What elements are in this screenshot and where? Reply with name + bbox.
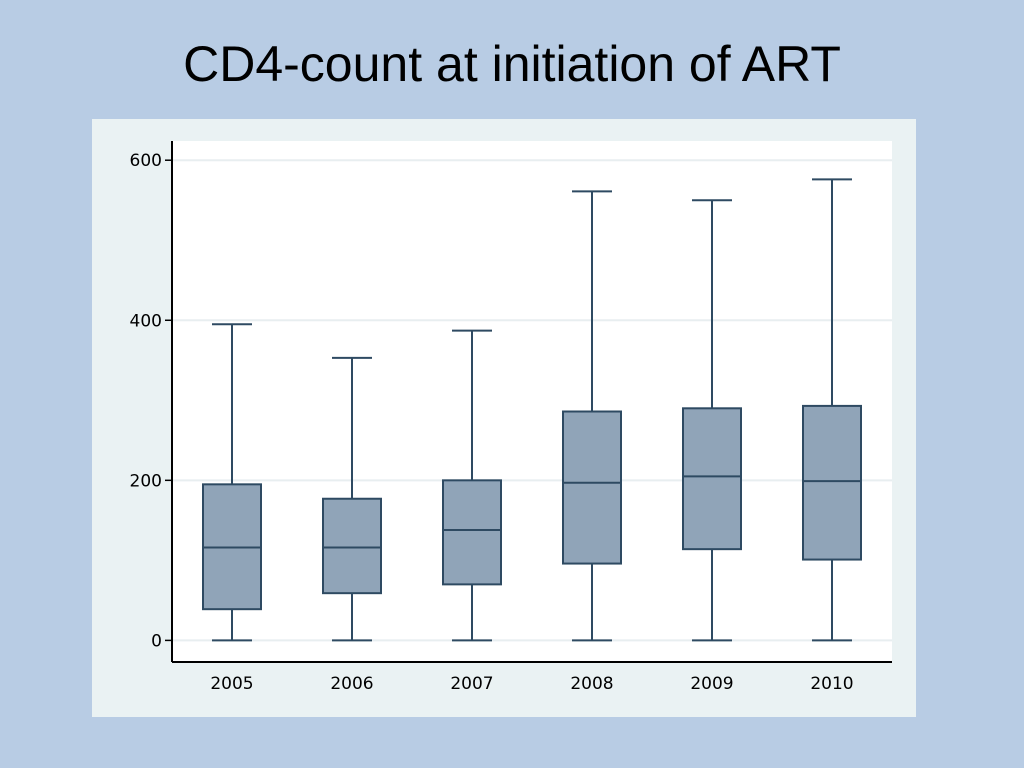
box-2010 (802, 178, 862, 642)
box-2006 (322, 356, 382, 642)
box-2009 (682, 199, 742, 642)
x-tick-label: 2010 (810, 674, 853, 694)
box-2005 (202, 323, 262, 642)
x-tick-label: 2007 (450, 674, 493, 694)
box-plot-chart: 0 200 400 600 2005 2006 2007 2008 2009 2010 (130, 141, 892, 694)
iqr-box (682, 407, 742, 551)
plot-area (172, 141, 892, 662)
box-2008 (562, 190, 622, 642)
box-2007 (442, 329, 502, 642)
x-tick-label: 2008 (570, 674, 613, 694)
iqr-box (322, 497, 382, 595)
y-tick-label: 200 (130, 471, 162, 491)
x-tick-label: 2009 (690, 674, 733, 694)
y-tick-label: 0 (151, 631, 162, 651)
chart-frame: 0 200 400 600 2005 2006 2007 2008 2009 2010 (92, 119, 916, 717)
iqr-box (562, 410, 622, 565)
iqr-box (802, 404, 862, 561)
iqr-box (442, 479, 502, 586)
x-tick-label: 2005 (210, 674, 253, 694)
y-tick-label: 600 (130, 151, 162, 171)
x-tick-label: 2006 (330, 674, 373, 694)
y-tick-label: 400 (130, 311, 162, 331)
slide-title: CD4-count at initiation of ART (183, 36, 841, 92)
